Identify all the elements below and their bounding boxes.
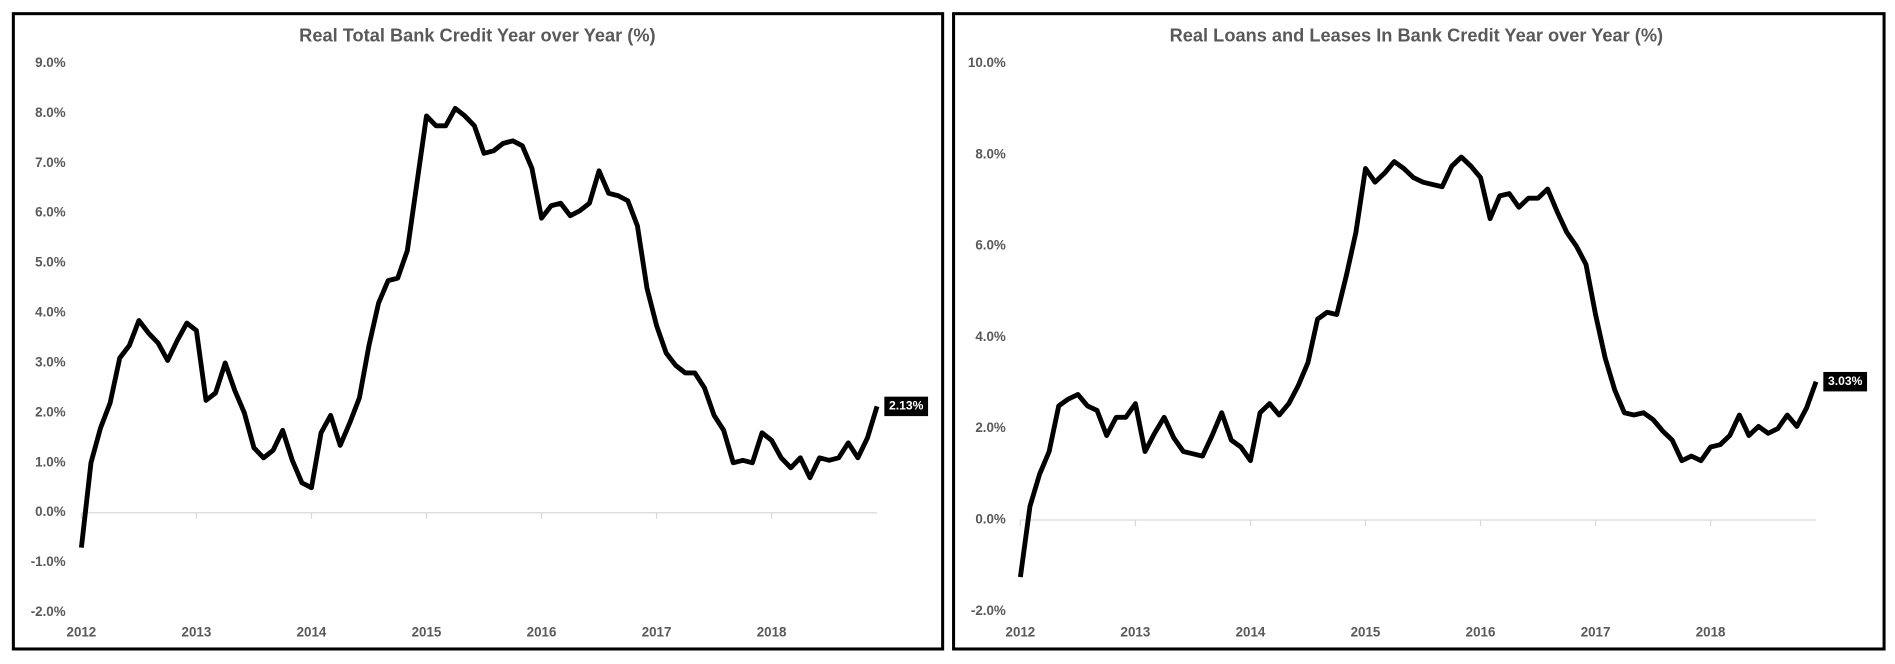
value-label: 3.03% <box>1828 374 1863 388</box>
y-tick-label: 8.0% <box>975 146 1006 161</box>
x-tick-label: 2018 <box>757 625 787 640</box>
y-tick-label: 5.0% <box>35 255 66 270</box>
data-line <box>78 105 880 548</box>
y-tick-label: 8.0% <box>35 105 66 120</box>
y-tick-label: 10.0% <box>968 55 1006 70</box>
x-tick-label: 2016 <box>527 625 557 640</box>
x-tick-label: 2018 <box>1696 625 1726 640</box>
y-tick-label: 4.0% <box>35 305 66 320</box>
x-tick-label: 2014 <box>1236 625 1266 640</box>
y-tick-label: -1.0% <box>31 554 66 569</box>
x-tick-label: 2015 <box>1351 625 1381 640</box>
y-tick-label: -2.0% <box>971 603 1006 618</box>
value-label-box <box>1823 371 1868 392</box>
panel-frame <box>11 12 945 651</box>
y-tick-label: -2.0% <box>31 604 66 619</box>
y-tick-label: 3.0% <box>35 354 66 369</box>
y-tick-label: 0.0% <box>975 512 1006 527</box>
x-tick-label: 2017 <box>1581 625 1611 640</box>
y-tick-label: 6.0% <box>35 205 66 220</box>
y-tick-label: 2.0% <box>35 404 66 419</box>
x-tick-label: 2012 <box>1006 625 1036 640</box>
y-tick-label: 6.0% <box>975 238 1006 253</box>
y-tick-label: 4.0% <box>975 329 1006 344</box>
chart-title: Real Total Bank Credit Year over Year (%… <box>299 26 655 46</box>
y-tick-label: 9.0% <box>35 55 66 70</box>
x-tick-label: 2016 <box>1466 625 1496 640</box>
x-tick-label: 2012 <box>67 625 97 640</box>
y-tick-label: 1.0% <box>35 454 66 469</box>
data-line <box>1017 154 1819 578</box>
value-label: 2.13% <box>889 399 924 413</box>
panel-frame <box>952 12 1886 651</box>
x-tick-label: 2017 <box>642 625 672 640</box>
chart-title: Real Loans and Leases In Bank Credit Yea… <box>1170 26 1663 46</box>
y-tick-label: 0.0% <box>35 504 66 519</box>
x-tick-label: 2013 <box>1121 625 1151 640</box>
x-tick-label: 2014 <box>297 625 327 640</box>
y-tick-label: 2.0% <box>975 420 1006 435</box>
y-tick-label: 7.0% <box>35 155 66 170</box>
x-tick-label: 2013 <box>182 625 212 640</box>
value-label-box <box>884 396 929 417</box>
x-tick-label: 2015 <box>412 625 442 640</box>
